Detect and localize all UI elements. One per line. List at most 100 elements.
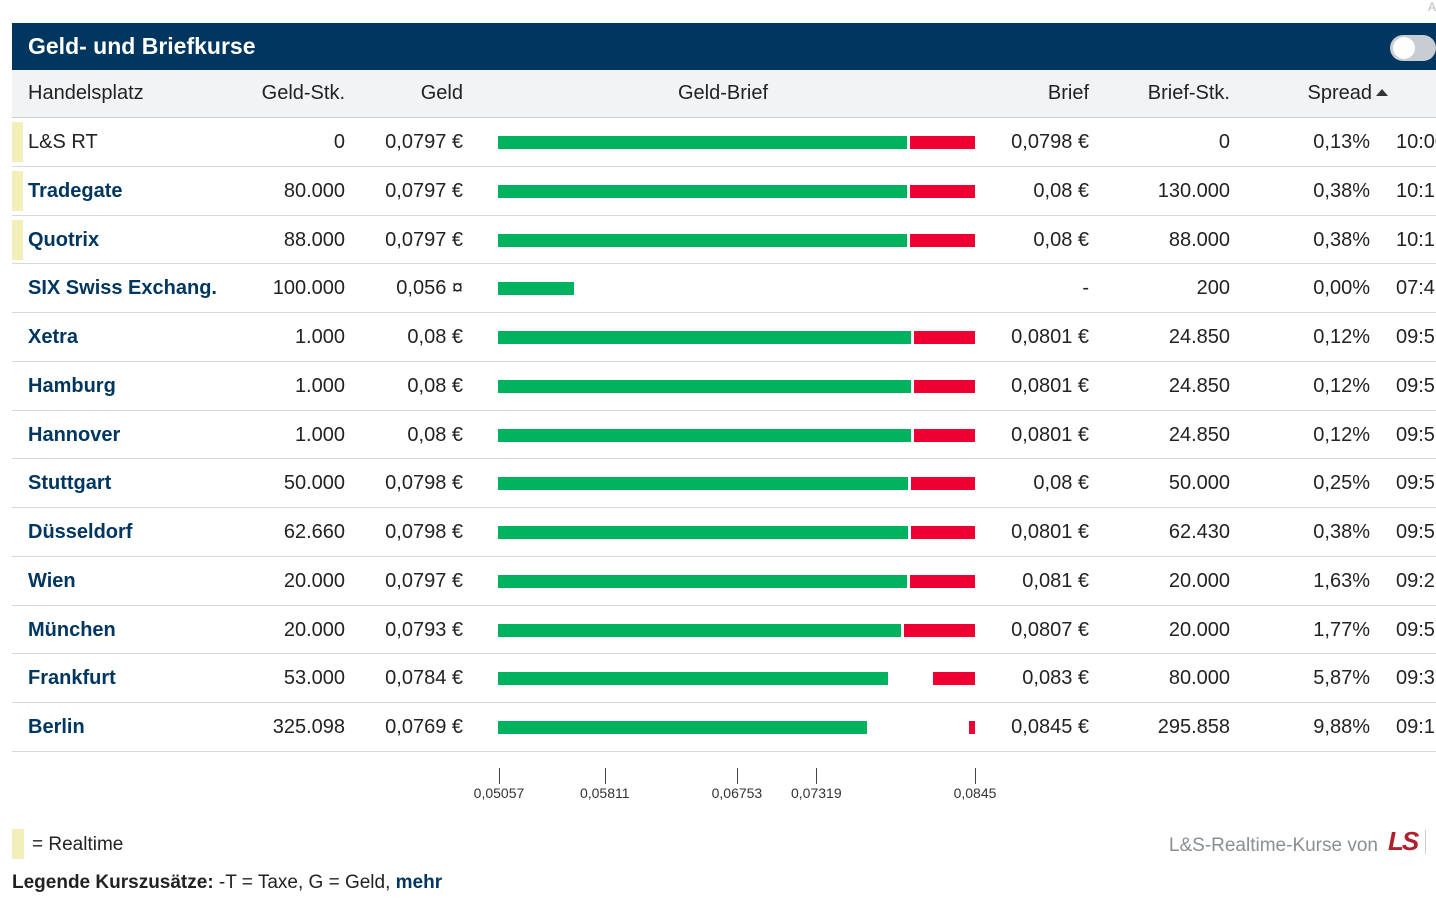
spread-value: 1,77% <box>1313 618 1370 641</box>
realtime-legend-label: = Realtime <box>32 834 124 855</box>
table-row: Hannover 1.000 0,08 € 0,0801 € 24.850 0,12% 09… <box>12 411 1436 460</box>
bid-price: 0,0798 € <box>385 472 463 495</box>
quote-time: 09:5 <box>1396 618 1435 641</box>
ask-bar <box>913 428 975 442</box>
panel-header: Geld- und Briefkurse <box>12 23 1436 70</box>
quotes-table: L&S RT 0 0,0797 € 0,0798 € 0 0,13% 10:00 Tradeg… <box>12 118 1436 752</box>
bid-bar <box>498 233 907 247</box>
axis-tick <box>816 768 818 784</box>
ask-price: 0,0807 € <box>1011 618 1089 641</box>
venue-name[interactable]: Quotrix <box>28 228 100 251</box>
ask-size: 200 <box>1196 277 1230 300</box>
bid-size: 1.000 <box>294 374 345 397</box>
ask-price: 0,0801 € <box>1011 521 1089 543</box>
venue-name[interactable]: München <box>28 618 116 641</box>
axis-tick-label: 0,05057 <box>473 785 525 801</box>
bid-size: 20.000 <box>283 569 345 592</box>
col-spread[interactable]: Spread <box>1307 82 1388 105</box>
realtime-legend-marker <box>12 829 24 859</box>
table-row: SIX Swiss Exchang. 100.000 0,056 ¤ - 200 0,00… <box>12 264 1436 313</box>
bid-size: 50.000 <box>283 472 345 495</box>
ls-logo[interactable]: LS <box>1388 826 1419 856</box>
ask-price: 0,0798 € <box>1011 131 1089 153</box>
quote-time: 10:1 <box>1396 228 1435 251</box>
ask-size: 295.858 <box>1157 716 1230 738</box>
quote-time: 07:4 <box>1396 277 1435 300</box>
ask-size: 80.000 <box>1168 667 1230 690</box>
legend-footnote-title: Legende Kurszusätze: <box>12 872 214 893</box>
bid-bar <box>498 428 911 442</box>
ask-bar <box>911 477 975 491</box>
bid-size: 80.000 <box>283 179 345 202</box>
bid-size: 53.000 <box>283 667 345 690</box>
venue-name[interactable]: Hannover <box>28 423 121 446</box>
venue-name[interactable]: SIX Swiss Exchang. <box>28 277 217 300</box>
venue-name[interactable]: Frankfurt <box>28 667 116 690</box>
axis-tick-label: 0,0845 <box>953 785 997 801</box>
quote-time: 09:5 <box>1396 374 1435 397</box>
bid-price: 0,0797 € <box>385 228 463 251</box>
bid-bar <box>498 136 907 149</box>
venue-name[interactable]: Düsseldorf <box>28 521 133 543</box>
venue-name[interactable]: Xetra <box>28 326 79 348</box>
logo-divider <box>1425 830 1426 854</box>
legend-footnote: Legende Kurszusätze: -T = Taxe, G = Geld… <box>12 872 442 894</box>
axis-tick <box>736 768 738 784</box>
venue-name[interactable]: Stuttgart <box>28 472 112 495</box>
quote-time: 09:5 <box>1396 423 1435 446</box>
quote-time: 09:1 <box>1396 716 1435 738</box>
col-bid-size[interactable]: Geld-Stk. <box>261 82 345 104</box>
bid-price: 0,0797 € <box>385 569 463 592</box>
bid-price: 0,0797 € <box>385 131 463 153</box>
realtime-toggle[interactable] <box>1390 35 1436 61</box>
venue-name[interactable]: Tradegate <box>28 179 123 202</box>
spread-value: 0,12% <box>1313 326 1370 348</box>
table-row: Düsseldorf 62.660 0,0798 € 0,0801 € 62.430 0,… <box>12 508 1436 557</box>
quote-time: 09:5 <box>1396 472 1435 495</box>
bid-size: 100.000 <box>272 277 345 300</box>
quote-time: 09:2 <box>1396 569 1435 592</box>
more-link[interactable]: mehr <box>395 872 443 893</box>
bid-bar <box>498 623 902 637</box>
ask-price: 0,081 € <box>1022 569 1089 592</box>
spread-value: 0,12% <box>1313 374 1370 397</box>
bid-price: 0,0793 € <box>385 618 463 641</box>
bid-size: 325.098 <box>272 716 345 738</box>
ask-bar <box>909 574 975 588</box>
ask-price: 0,08 € <box>1033 228 1089 251</box>
axis-tick <box>604 768 606 784</box>
spread-value: 0,00% <box>1313 277 1370 300</box>
ask-bar <box>909 136 975 149</box>
col-ask[interactable]: Brief <box>1047 82 1089 104</box>
bid-bar <box>498 184 907 198</box>
quote-time: 09:5 <box>1396 521 1435 543</box>
table-row: Tradegate 80.000 0,0797 € 0,08 € 130.000 0,38… <box>12 167 1436 216</box>
bid-size: 88.000 <box>283 228 345 251</box>
bid-price: 0,08 € <box>407 423 463 446</box>
quote-time: 10:00 <box>1396 131 1436 153</box>
col-ask-size[interactable]: Brief-Stk. <box>1147 82 1230 104</box>
venue-name: L&S RT <box>28 131 98 153</box>
bid-bar <box>498 574 907 588</box>
spread-value: 0,25% <box>1313 472 1370 495</box>
bid-price: 0,08 € <box>407 374 463 397</box>
bid-size: 62.660 <box>283 521 345 543</box>
col-spread-label: Spread <box>1307 82 1373 104</box>
bid-price: 0,0769 € <box>385 716 463 738</box>
col-bid[interactable]: Geld <box>420 82 463 104</box>
venue-name[interactable]: Hamburg <box>28 374 116 397</box>
venue-name[interactable]: Wien <box>28 569 76 592</box>
table-row: Xetra 1.000 0,08 € 0,0801 € 24.850 0,12% 09:5 <box>12 313 1436 362</box>
ask-bar <box>911 526 975 539</box>
table-row: Berlin 325.098 0,0769 € 0,0845 € 295.858 9,88… <box>12 703 1436 752</box>
corner-text: A <box>1427 0 1436 14</box>
spread-value: 0,12% <box>1313 423 1370 446</box>
col-venue[interactable]: Handelsplatz <box>28 82 144 104</box>
ask-size: 24.850 <box>1168 374 1230 397</box>
bid-size: 1.000 <box>294 326 345 348</box>
bid-price: 0,0797 € <box>385 179 463 202</box>
table-row: Hamburg 1.000 0,08 € 0,0801 € 24.850 0,12% 09:… <box>12 362 1436 411</box>
spread-value: 0,38% <box>1313 179 1370 202</box>
venue-name[interactable]: Berlin <box>28 716 85 738</box>
legend-footnote-text: -T = Taxe, G = Geld, <box>213 872 396 893</box>
